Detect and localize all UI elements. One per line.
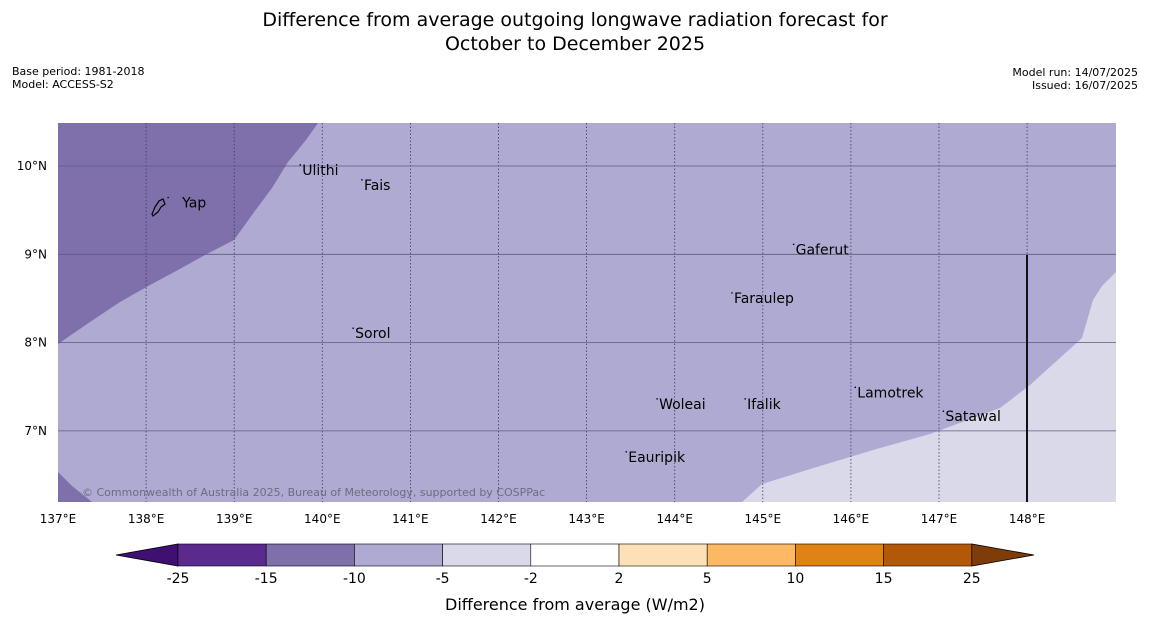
place-marker <box>352 327 354 329</box>
lon-tick-label: 146°E <box>833 512 870 526</box>
lon-tick-label: 137°E <box>40 512 77 526</box>
lat-tick-label: 9°N <box>24 247 47 261</box>
colorbar-label: Difference from average (W/m2) <box>445 595 705 614</box>
issued-date: Issued: 16/07/2025 <box>1031 79 1138 92</box>
yap-island-outline <box>151 198 166 217</box>
place-marker <box>299 164 302 166</box>
colorbar-tick-label: -2 <box>524 571 538 587</box>
region-strong-negative <box>58 123 318 344</box>
colorbar-segment <box>442 543 532 567</box>
colorbar-segment <box>795 543 884 567</box>
colorbar-segment <box>530 543 620 567</box>
place-label: Lamotrek <box>857 385 924 401</box>
colorbar-tick-label: -25 <box>167 571 190 587</box>
lon-tick-label: 147°E <box>921 512 958 526</box>
place-marker <box>656 398 658 400</box>
place-marker <box>792 243 795 246</box>
lon-tick-label: 138°E <box>128 512 165 526</box>
colorbar-segment <box>265 543 355 567</box>
base-period: Base period: 1981-2018 <box>12 65 145 78</box>
title-line-1: Difference from average outgoing longwav… <box>262 9 888 31</box>
colorbar-tick-label: 5 <box>703 571 712 587</box>
lon-tick-label: 145°E <box>745 512 782 526</box>
place-marker <box>361 179 363 181</box>
place-marker <box>854 386 857 389</box>
colorbar-extend-low <box>115 543 179 567</box>
lon-tick-label: 141°E <box>392 512 429 526</box>
place-label: Ifalik <box>747 397 781 413</box>
lat-tick-label: 7°N <box>24 424 47 438</box>
colorbar-tick-label: -5 <box>436 571 450 587</box>
colorbar-tick-label: 15 <box>875 571 893 587</box>
colorbar-tick-label: 25 <box>963 571 981 587</box>
axis-labels: 137°E 138°E 139°E 140°E 141°E 142°E 143°E 144°E… <box>17 159 1046 526</box>
title-line-2: October to December 2025 <box>444 33 706 55</box>
place-label: Gaferut <box>796 242 850 258</box>
place-label: Ulithi <box>302 163 338 179</box>
colorbar-tick-label: -10 <box>343 571 366 587</box>
copyright-text: © Commonwealth of Australia 2025, Bureau… <box>82 486 545 499</box>
lat-tick-label: 8°N <box>24 336 47 350</box>
region-weak-negative <box>742 272 1116 502</box>
place-label: Sorol <box>355 326 390 342</box>
region-strong-negative-sw <box>58 472 92 502</box>
model-run: Model run: 14/07/2025 <box>1012 66 1138 79</box>
lon-tick-label: 140°E <box>304 512 341 526</box>
colorbar-tick-label: -15 <box>255 571 278 587</box>
map-panel: Yap Ulithi Fais Gaferut Faraulep Sorol Lamotre… <box>58 123 1116 502</box>
place-label: Eauripik <box>628 450 686 466</box>
colorbar-segment <box>883 543 973 567</box>
lon-tick-label: 144°E <box>656 512 693 526</box>
colorbar-segment <box>177 543 267 567</box>
place-label: Yap <box>181 196 206 212</box>
colorbar-segment <box>706 543 796 567</box>
place-label: Faraulep <box>734 291 794 307</box>
lon-tick-label: 142°E <box>480 512 517 526</box>
place-label: Fais <box>364 178 391 194</box>
meta-right: Model run: 14/07/2025 Issued: 16/07/2025 <box>1012 66 1138 92</box>
lon-tick-label: 139°E <box>216 512 253 526</box>
colorbar-extend-high <box>971 543 1035 567</box>
colorbar-segment <box>618 543 708 567</box>
place-marker <box>942 410 945 412</box>
colorbar: -25 -15 -10 -5 -2 2 5 10 15 25 <box>115 543 1035 587</box>
colorbar-segment <box>354 543 443 567</box>
graticule <box>58 123 1116 502</box>
place-marker <box>731 292 733 294</box>
model-name: Model: ACCESS-S2 <box>12 78 114 91</box>
place-labels: Yap Ulithi Fais Gaferut Faraulep Sorol Lamotre… <box>167 163 1001 466</box>
meta-left: Base period: 1981-2018 Model: ACCESS-S2 <box>12 65 144 91</box>
lon-tick-label: 143°E <box>568 512 605 526</box>
place-label: Woleai <box>659 397 706 413</box>
place-marker <box>744 398 746 400</box>
place-marker <box>167 196 169 199</box>
lon-tick-label: 148°E <box>1009 512 1046 526</box>
place-label: Satawal <box>945 409 1000 425</box>
lat-tick-label: 10°N <box>17 159 47 173</box>
page-title: Difference from average outgoing longwav… <box>0 8 1150 56</box>
colorbar-tick-label: 2 <box>615 571 624 587</box>
place-marker <box>625 451 628 453</box>
colorbar-tick-label: 10 <box>786 571 804 587</box>
